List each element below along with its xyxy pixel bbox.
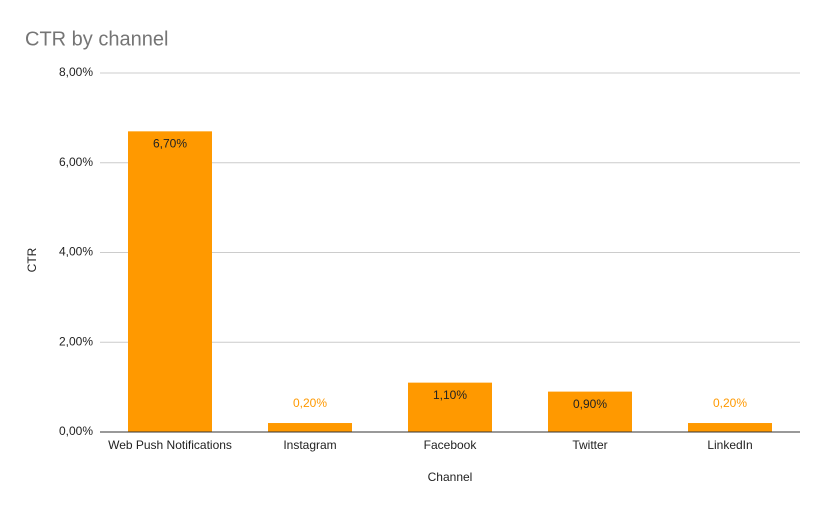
y-tick-label: 0,00% (59, 424, 93, 438)
y-tick-label: 6,00% (59, 155, 93, 169)
y-axis-label: CTR (25, 247, 39, 272)
x-tick-label: Facebook (424, 438, 478, 452)
bar (128, 131, 212, 432)
value-label: 0,20% (713, 396, 747, 410)
bar (408, 382, 492, 432)
y-tick-label: 2,00% (59, 334, 93, 348)
bar (268, 423, 352, 432)
value-label: 6,70% (153, 137, 187, 151)
x-tick-label: Web Push Notifications (108, 438, 232, 452)
x-tick-label: Instagram (283, 438, 336, 452)
x-tick-label: LinkedIn (707, 438, 752, 452)
x-axis-label: Channel (428, 470, 473, 484)
y-tick-label: 4,00% (59, 245, 93, 259)
x-tick-label: Twitter (572, 438, 607, 452)
chart-title: CTR by channel (25, 28, 168, 50)
bar (548, 391, 632, 432)
bar (688, 423, 772, 432)
value-label: 0,90% (573, 397, 607, 411)
value-label: 1,10% (433, 388, 467, 402)
y-tick-label: 8,00% (59, 65, 93, 79)
value-label: 0,20% (293, 396, 327, 410)
